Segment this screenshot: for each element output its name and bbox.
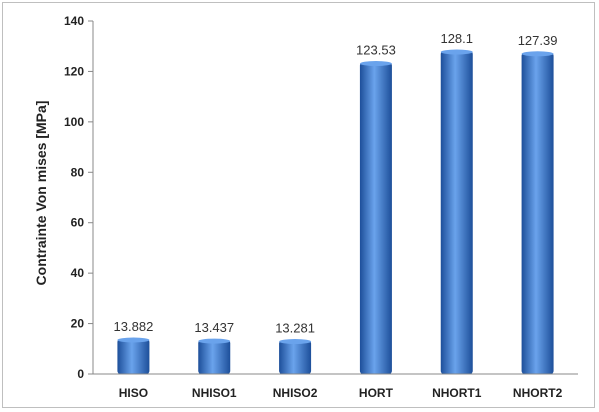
y-tick-label: 140 (64, 14, 84, 28)
bars (117, 49, 554, 375)
x-tick-label-nhiso2: NHISO2 (273, 386, 318, 400)
bar-cap-nhiso2 (279, 339, 312, 345)
bar-cap-nhiso1 (198, 338, 231, 344)
bar-nhort2 (521, 52, 554, 374)
y-tick-label: 120 (64, 64, 84, 78)
x-axis: HISO NHISO1 NHISO2 HORT NHORT1 NHORT2 (119, 386, 563, 400)
x-tick-label-nhort1: NHORT1 (432, 386, 482, 400)
data-label-hiso: 13.882 (114, 319, 154, 334)
y-tick-label: 40 (71, 266, 85, 280)
data-label-nhiso2: 13.281 (275, 321, 315, 336)
bar-cap-hort (359, 61, 392, 67)
x-tick-label-hiso: HISO (119, 386, 148, 400)
data-labels: 13.882 13.437 13.281 123.53 128.1 127.39 (114, 31, 558, 336)
bar-cap-hiso (117, 337, 150, 343)
bar-hiso (117, 338, 150, 374)
bar-cap-nhort1 (440, 49, 473, 55)
bar-nhiso1 (198, 340, 231, 374)
x-tick-label-nhiso1: NHISO1 (192, 386, 237, 400)
data-label-nhort1: 128.1 (440, 31, 473, 46)
y-tick-label: 20 (71, 317, 85, 331)
y-tick-label: 80 (71, 165, 85, 179)
data-label-nhort2: 127.39 (518, 33, 558, 48)
bar-nhort1 (440, 51, 473, 374)
y-axis-title: Contrainte Von mises [MPa] (33, 101, 49, 286)
x-tick-label-nhort2: NHORT2 (513, 386, 563, 400)
bar-cap-nhort2 (521, 51, 554, 57)
y-tick-label: 0 (77, 367, 84, 381)
y-axis: 0 20 40 60 80 100 120 140 (64, 14, 93, 381)
data-label-nhiso1: 13.437 (194, 320, 234, 335)
y-tick-label: 100 (64, 115, 84, 129)
x-tick-label-hort: HORT (359, 386, 394, 400)
bar-nhiso2 (279, 340, 312, 374)
y-tick-label: 60 (71, 216, 85, 230)
bar-hort (359, 62, 392, 375)
data-label-hort: 123.53 (356, 43, 396, 58)
